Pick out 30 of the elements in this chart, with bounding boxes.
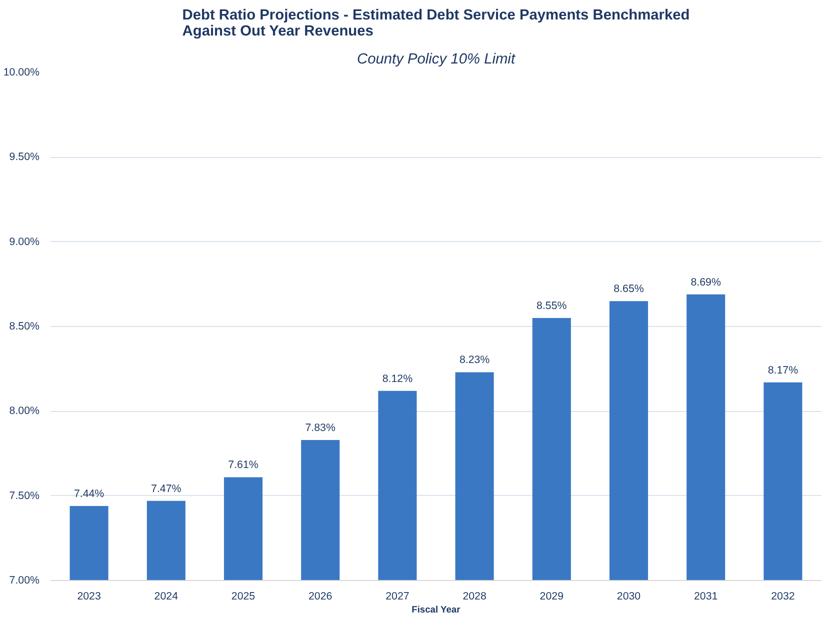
y-tick-label: 9.50%	[9, 151, 40, 164]
y-tick-label: 7.50%	[9, 490, 40, 502]
data-label: 8.69%	[690, 276, 722, 288]
y-tick-label: 7.00%	[9, 574, 40, 586]
x-tick-label: 2030	[616, 590, 641, 602]
x-tick-label: 2028	[462, 590, 486, 602]
x-tick-label: 2026	[308, 590, 332, 602]
x-tick-label: 2031	[694, 590, 718, 602]
x-tick-label: 2024	[154, 590, 178, 602]
data-label: 8.55%	[536, 300, 568, 312]
data-label: 8.23%	[459, 354, 490, 366]
x-tick-label: 2032	[771, 590, 795, 602]
x-axis-title: Fiscal Year	[412, 604, 461, 614]
x-tick-label: 2025	[231, 590, 256, 602]
x-tick-label: 2029	[540, 590, 564, 602]
data-label: 7.83%	[305, 422, 336, 434]
data-label: 7.44%	[74, 488, 105, 500]
y-tick-label: 9.00%	[9, 236, 40, 248]
chart-title: Debt Ratio Projections - Estimated Debt Service Payments Benchmarked Against Out Year Revenues	[182, 8, 690, 40]
y-tick-label: 8.50%	[9, 320, 40, 332]
data-label: 7.47%	[151, 482, 182, 495]
data-label: 8.17%	[768, 364, 799, 376]
x-tick-label: 2027	[386, 590, 410, 602]
x-tick-label: 2023	[77, 590, 101, 602]
y-tick-label: 8.00%	[9, 405, 40, 418]
data-label: 8.12%	[382, 372, 414, 385]
data-label: 8.65%	[614, 283, 644, 296]
data-label: 7.61%	[228, 459, 259, 472]
y-tick-label: 10.00%	[3, 66, 40, 78]
chart-subtitle: County Policy 10% Limit	[356, 52, 516, 68]
